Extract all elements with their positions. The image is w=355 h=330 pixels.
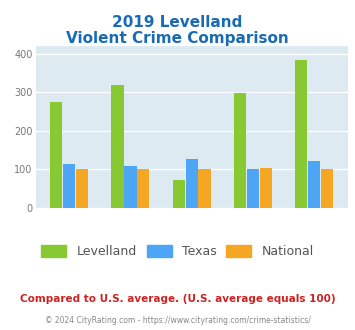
Text: Violent Crime Comparison: Violent Crime Comparison: [66, 31, 289, 46]
Bar: [186, 159, 198, 208]
Text: 2019 Levelland: 2019 Levelland: [112, 15, 243, 30]
Legend: Levelland, Texas, National: Levelland, Texas, National: [42, 245, 313, 258]
Bar: [260, 168, 272, 208]
Bar: [173, 180, 185, 208]
Bar: [247, 169, 259, 208]
Bar: [50, 102, 62, 208]
Bar: [308, 161, 320, 208]
Bar: [295, 60, 307, 208]
Bar: [124, 166, 137, 208]
Bar: [63, 164, 75, 208]
Bar: [234, 93, 246, 208]
Bar: [76, 169, 88, 208]
Bar: [198, 169, 211, 208]
Bar: [137, 169, 149, 208]
Bar: [321, 169, 333, 208]
Text: © 2024 CityRating.com - https://www.cityrating.com/crime-statistics/: © 2024 CityRating.com - https://www.city…: [45, 316, 310, 325]
Bar: [111, 85, 124, 208]
Text: Compared to U.S. average. (U.S. average equals 100): Compared to U.S. average. (U.S. average …: [20, 294, 335, 304]
